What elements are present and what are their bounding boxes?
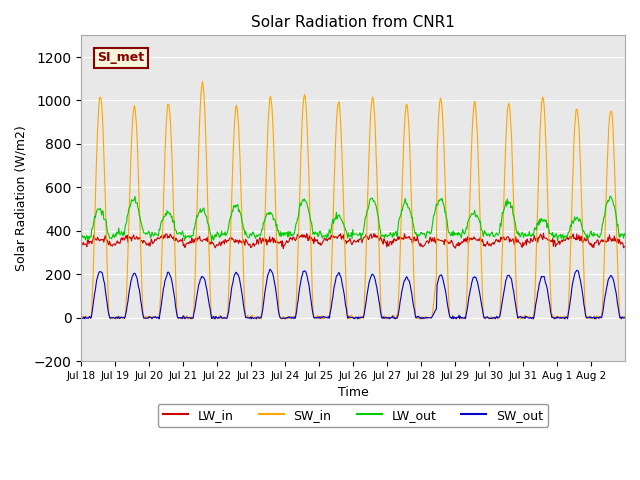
- Legend: LW_in, SW_in, LW_out, SW_out: LW_in, SW_in, LW_out, SW_out: [157, 404, 548, 427]
- Y-axis label: Solar Radiation (W/m2): Solar Radiation (W/m2): [15, 125, 28, 271]
- X-axis label: Time: Time: [338, 386, 369, 399]
- Title: Solar Radiation from CNR1: Solar Radiation from CNR1: [251, 15, 455, 30]
- Text: SI_met: SI_met: [97, 51, 145, 64]
